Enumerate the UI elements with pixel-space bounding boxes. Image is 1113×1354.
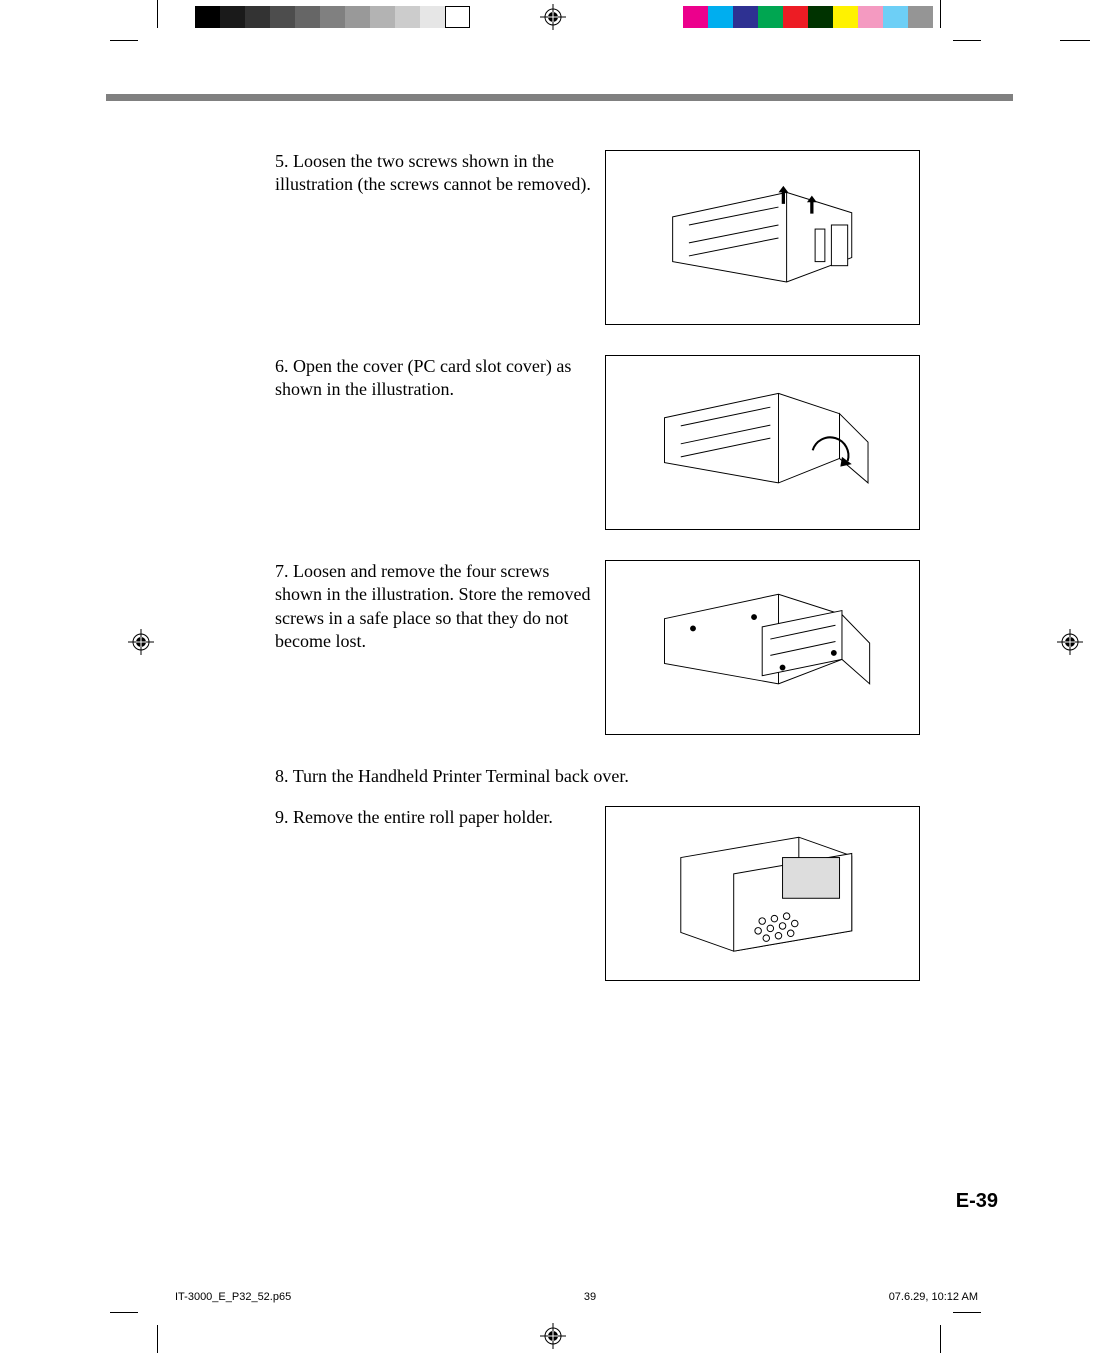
color-calibration-bars — [683, 6, 933, 28]
crop-mark — [110, 40, 138, 41]
gray-swatch — [420, 6, 445, 28]
crop-mark — [1060, 40, 1090, 41]
instruction-step: 7. Loosen and remove the four screws sho… — [275, 560, 925, 735]
registration-mark-icon — [540, 1323, 566, 1349]
header-divider-bar — [106, 94, 1013, 101]
step-body: Loosen the two screws shown in the illus… — [275, 151, 591, 194]
step-body: Turn the Handheld Printer Terminal back … — [293, 766, 629, 786]
instruction-step: 8. Turn the Handheld Printer Terminal ba… — [275, 765, 925, 788]
footer-timestamp: 07.6.29, 10:12 AM — [889, 1291, 978, 1303]
gray-swatch — [270, 6, 295, 28]
step-number: 6. — [275, 356, 289, 376]
step-body: Loosen and remove the four screws shown … — [275, 561, 590, 651]
gray-swatch — [395, 6, 420, 28]
step-number: 8. — [275, 766, 289, 786]
registration-mark-icon — [1057, 629, 1083, 655]
gray-swatch — [295, 6, 320, 28]
step-number: 5. — [275, 151, 289, 171]
color-swatch — [783, 6, 808, 28]
footer-file: IT-3000_E_P32_52.p65 — [175, 1291, 291, 1303]
gray-swatch — [445, 6, 470, 28]
crop-mark — [953, 1312, 981, 1313]
footer-info: IT-3000_E_P32_52.p65 39 07.6.29, 10:12 A… — [175, 1291, 978, 1303]
figure-illustration — [605, 806, 920, 981]
content-area: 5. Loosen the two screws shown in the il… — [275, 150, 925, 1011]
crop-mark — [940, 0, 941, 28]
color-swatch — [858, 6, 883, 28]
gray-calibration-bars — [195, 6, 470, 28]
step-body: Open the cover (PC card slot cover) as s… — [275, 356, 571, 399]
gray-swatch — [345, 6, 370, 28]
figure-illustration — [605, 560, 920, 735]
crop-mark — [953, 40, 981, 41]
color-swatch — [883, 6, 908, 28]
instruction-step: 5. Loosen the two screws shown in the il… — [275, 150, 925, 325]
gray-swatch — [220, 6, 245, 28]
instruction-step: 6. Open the cover (PC card slot cover) a… — [275, 355, 925, 530]
crop-mark — [940, 1325, 941, 1353]
instruction-step: 9. Remove the entire roll paper holder. — [275, 806, 925, 981]
step-number: 7. — [275, 561, 289, 581]
color-swatch — [758, 6, 783, 28]
crop-mark — [157, 1325, 158, 1353]
gray-swatch — [195, 6, 220, 28]
color-swatch — [833, 6, 858, 28]
registration-mark-icon — [128, 629, 154, 655]
step-number: 9. — [275, 807, 289, 827]
color-swatch — [808, 6, 833, 28]
figure-illustration — [605, 355, 920, 530]
gray-swatch — [245, 6, 270, 28]
gray-swatch — [370, 6, 395, 28]
registration-mark-icon — [540, 4, 566, 30]
step-text: 5. Loosen the two screws shown in the il… — [275, 150, 605, 197]
step-text: 6. Open the cover (PC card slot cover) a… — [275, 355, 605, 402]
footer-page: 39 — [584, 1291, 596, 1303]
crop-mark — [157, 0, 158, 28]
step-body: Remove the entire roll paper holder. — [293, 807, 553, 827]
color-swatch — [733, 6, 758, 28]
step-text: 8. Turn the Handheld Printer Terminal ba… — [275, 765, 925, 788]
figure-illustration — [605, 150, 920, 325]
color-swatch — [908, 6, 933, 28]
color-swatch — [683, 6, 708, 28]
gray-swatch — [320, 6, 345, 28]
step-text: 7. Loosen and remove the four screws sho… — [275, 560, 605, 654]
crop-mark — [110, 1312, 138, 1313]
step-text: 9. Remove the entire roll paper holder. — [275, 806, 605, 829]
page-number: E-39 — [956, 1190, 998, 1213]
color-swatch — [708, 6, 733, 28]
